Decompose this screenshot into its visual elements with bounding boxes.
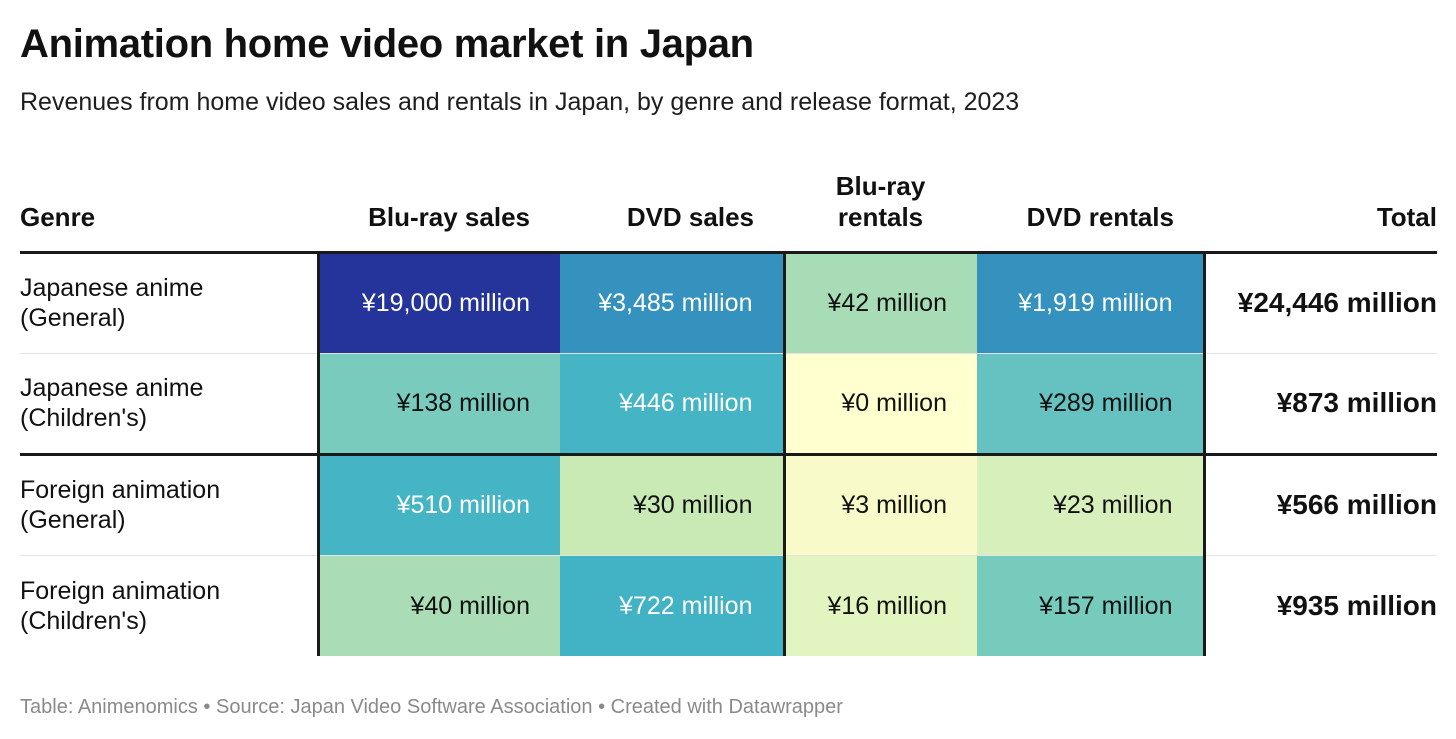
row-genre-line2: (General) [20, 304, 126, 332]
cell-dvd-sales: ¥722 million [560, 555, 786, 656]
row-genre-label: Japanese anime (Children's) [20, 353, 318, 455]
chart-subtitle: Revenues from home video sales and renta… [20, 88, 1020, 116]
cell-dvd-rentals: ¥157 million [977, 555, 1206, 656]
cell-bluray-rentals: ¥3 million [782, 452, 977, 556]
data-table: Genre Blu-ray sales DVD sales Blu-ray ren… [20, 166, 1437, 656]
column-header-bluray-rentals-line1: Blu-ray [835, 170, 926, 201]
cell-bluray-rentals: ¥0 million [782, 353, 977, 455]
row-genre-label: Foreign animation (General) [20, 452, 318, 556]
table-row: Japanese anime (General) ¥19,000 million ¥3… [20, 252, 1437, 354]
table-row: Foreign animation (General) ¥510 million ¥3… [20, 452, 1437, 556]
table-row: Japanese anime (Children's) ¥138 million ¥4… [20, 353, 1437, 455]
row-genre-line2: (Children's) [20, 404, 148, 432]
cell-bluray-rentals: ¥42 million [782, 252, 977, 354]
cell-total: ¥566 million [1204, 452, 1437, 556]
cell-dvd-rentals: ¥23 million [977, 452, 1206, 556]
column-header-bluray-sales[interactable]: Blu-ray sales [318, 166, 560, 254]
column-header-dvd-rentals[interactable]: DVD rentals [977, 166, 1204, 254]
column-header-dvd-sales[interactable]: DVD sales [560, 166, 784, 254]
cell-bluray-sales: ¥138 million [316, 353, 560, 455]
cell-total: ¥935 million [1276, 589, 1437, 621]
cell-dvd-sales: ¥3,485 million [560, 252, 786, 354]
cell-bluray-rentals: ¥16 million [782, 555, 977, 656]
column-header-bluray-rentals-line2: rentals [837, 201, 924, 232]
table-row: Foreign animation (Children's) ¥40 million… [20, 555, 1437, 656]
chart-title: Animation home video market in Japan [20, 22, 754, 66]
cell-bluray-sales: ¥510 million [316, 452, 560, 556]
row-genre-line2: (General) [20, 506, 126, 534]
header-row: Genre Blu-ray sales DVD sales Blu-ray ren… [20, 166, 1437, 254]
cell-dvd-rentals: ¥289 million [977, 353, 1206, 455]
chart-footer: Table: Animenomics • Source: Japan Video… [20, 696, 843, 718]
cell-total: ¥24,446 million [1204, 252, 1437, 354]
cell-dvd-sales: ¥446 million [560, 353, 786, 455]
cell-bluray-sales: ¥40 million [316, 555, 560, 656]
cell-dvd-sales: ¥30 million [560, 452, 786, 556]
row-genre-label: Japanese anime (General) [20, 252, 318, 354]
cell-dvd-rentals: ¥1,919 million [977, 252, 1206, 354]
row-genre-label: Foreign animation (Children's) [20, 555, 318, 656]
row-genre-line1: Japanese anime [20, 374, 204, 402]
cell-total: ¥873 million [1204, 353, 1437, 455]
row-genre-line2: (Children's) [20, 606, 148, 635]
cell-bluray-sales: ¥19,000 million [316, 252, 560, 354]
table-body: Japanese anime (General) ¥19,000 million ¥3… [20, 252, 1437, 656]
column-header-genre[interactable]: Genre [20, 166, 318, 254]
column-header-bluray-rentals[interactable]: Blu-ray rentals [784, 166, 977, 254]
row-genre-line1: Japanese anime [20, 274, 204, 302]
row-genre-line1: Foreign animation [20, 476, 221, 504]
column-header-total[interactable]: Total [1204, 166, 1437, 254]
row-genre-line1: Foreign animation [20, 576, 221, 605]
